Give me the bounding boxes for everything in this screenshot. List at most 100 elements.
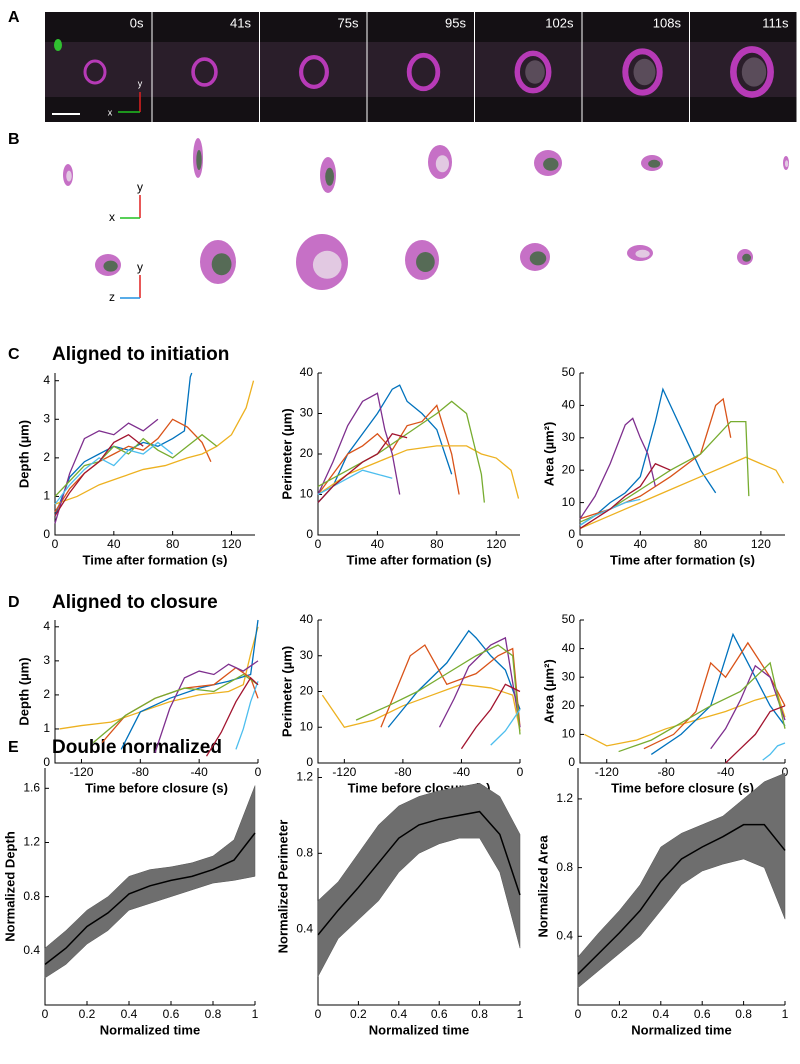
- y-axis-label: Perimeter (µm): [279, 408, 294, 499]
- y-axis-label: Depth (µm): [16, 657, 31, 725]
- y-axis-label: Perimeter (µm): [279, 646, 294, 737]
- panel-label: C: [8, 346, 20, 363]
- x-tick-label: 0: [575, 1007, 582, 1021]
- x-axis-label: Time after formation (s): [347, 552, 492, 567]
- x-tick-label: 120: [221, 537, 241, 551]
- series-line: [317, 433, 408, 504]
- rendering-shade: [648, 159, 661, 168]
- x-axis-label: Time after formation (s): [610, 552, 755, 567]
- x-axis-label: Time before closure (s): [85, 780, 228, 795]
- mean-line: [577, 823, 786, 975]
- y-tick-label: 3: [43, 411, 50, 425]
- cell-outline: [45, 42, 152, 97]
- series-line: [205, 676, 259, 757]
- x-tick-label: 0: [517, 765, 524, 779]
- series-line: [154, 660, 259, 753]
- x-tick-label: 0: [315, 537, 322, 551]
- x-tick-label: 0: [315, 1007, 322, 1021]
- y-tick-label: 0: [568, 527, 575, 541]
- y-axis-label: Area (µm²): [541, 422, 556, 487]
- y-tick-label: 2: [43, 687, 50, 701]
- y-tick-label: 1: [43, 489, 50, 503]
- y-tick-label: 1.2: [556, 791, 573, 805]
- x-tick-label: -120: [595, 765, 619, 779]
- series-line: [120, 619, 259, 750]
- x-tick-label: 0.4: [390, 1007, 407, 1021]
- marker: [54, 39, 62, 51]
- y-tick-label: 40: [300, 612, 314, 626]
- y-tick-label: 0: [43, 527, 50, 541]
- x-axis-label: Time before closure (s): [611, 780, 754, 795]
- vacuole: [514, 50, 552, 94]
- rendering-shade: [66, 170, 72, 182]
- axis-letter: z: [109, 290, 115, 304]
- x-tick-label: 80: [694, 537, 708, 551]
- y-tick-label: 40: [562, 641, 576, 655]
- series-line: [725, 705, 786, 764]
- x-tick-label: 0.2: [79, 1007, 96, 1021]
- series-line: [317, 404, 460, 495]
- series-line: [235, 681, 259, 750]
- rendering-shade: [416, 252, 435, 272]
- time-label: 75s: [338, 15, 359, 30]
- series-line: [92, 673, 259, 744]
- panel-label: D: [8, 594, 20, 611]
- x-tick-label: 40: [371, 537, 385, 551]
- series-line: [387, 629, 521, 728]
- panel-label: A: [8, 9, 20, 26]
- panel-label: B: [8, 131, 20, 148]
- error-band: [317, 782, 521, 977]
- time-label: 41s: [230, 15, 251, 30]
- series-line: [54, 433, 144, 517]
- x-tick-label: -120: [332, 765, 356, 779]
- x-tick-label: 0: [782, 765, 789, 779]
- time-label: 102s: [545, 15, 574, 30]
- rendering-shade: [529, 251, 547, 266]
- series-line: [54, 433, 218, 497]
- y-tick-label: 10: [300, 719, 314, 733]
- x-tick-label: 0: [577, 537, 584, 551]
- x-tick-label: -80: [657, 765, 675, 779]
- axis-line: [317, 620, 520, 764]
- axis-letter: y: [138, 78, 143, 88]
- y-tick-label: 10: [300, 487, 314, 501]
- mean-line: [44, 832, 256, 965]
- rendering-shade: [211, 253, 232, 276]
- series-line: [54, 380, 255, 505]
- x-tick-label: -40: [190, 765, 208, 779]
- x-tick-label: 1: [252, 1007, 259, 1021]
- y-axis-label: Normalized Area: [535, 835, 550, 938]
- y-tick-label: 40: [562, 398, 576, 412]
- mean-line: [317, 810, 521, 936]
- x-tick-label: 0.2: [611, 1007, 628, 1021]
- y-tick-label: 50: [562, 612, 576, 626]
- axis-line: [54, 373, 255, 536]
- series-line: [54, 418, 212, 513]
- y-tick-label: 30: [562, 430, 576, 444]
- panel-label: E: [8, 739, 19, 756]
- series-line: [579, 397, 732, 520]
- y-tick-label: 0: [306, 527, 313, 541]
- y-tick-label: 50: [562, 365, 576, 379]
- x-tick-label: 0.6: [694, 1007, 711, 1021]
- series-line: [317, 384, 453, 504]
- rendering-shade: [312, 250, 342, 279]
- rendering-shade: [742, 253, 751, 262]
- x-tick-label: -80: [132, 765, 150, 779]
- series-line: [317, 445, 520, 499]
- section-title: Aligned to closure: [52, 592, 218, 613]
- series-line: [54, 418, 159, 524]
- y-tick-label: 4: [43, 619, 50, 633]
- series-line: [579, 456, 785, 530]
- x-tick-label: 80: [166, 537, 180, 551]
- series-line: [579, 462, 671, 530]
- series-line: [460, 683, 521, 750]
- vacuole: [299, 55, 329, 89]
- series-line: [650, 632, 786, 755]
- series-line: [762, 742, 786, 761]
- y-tick-label: 10: [562, 727, 576, 741]
- x-tick-label: 0.8: [471, 1007, 488, 1021]
